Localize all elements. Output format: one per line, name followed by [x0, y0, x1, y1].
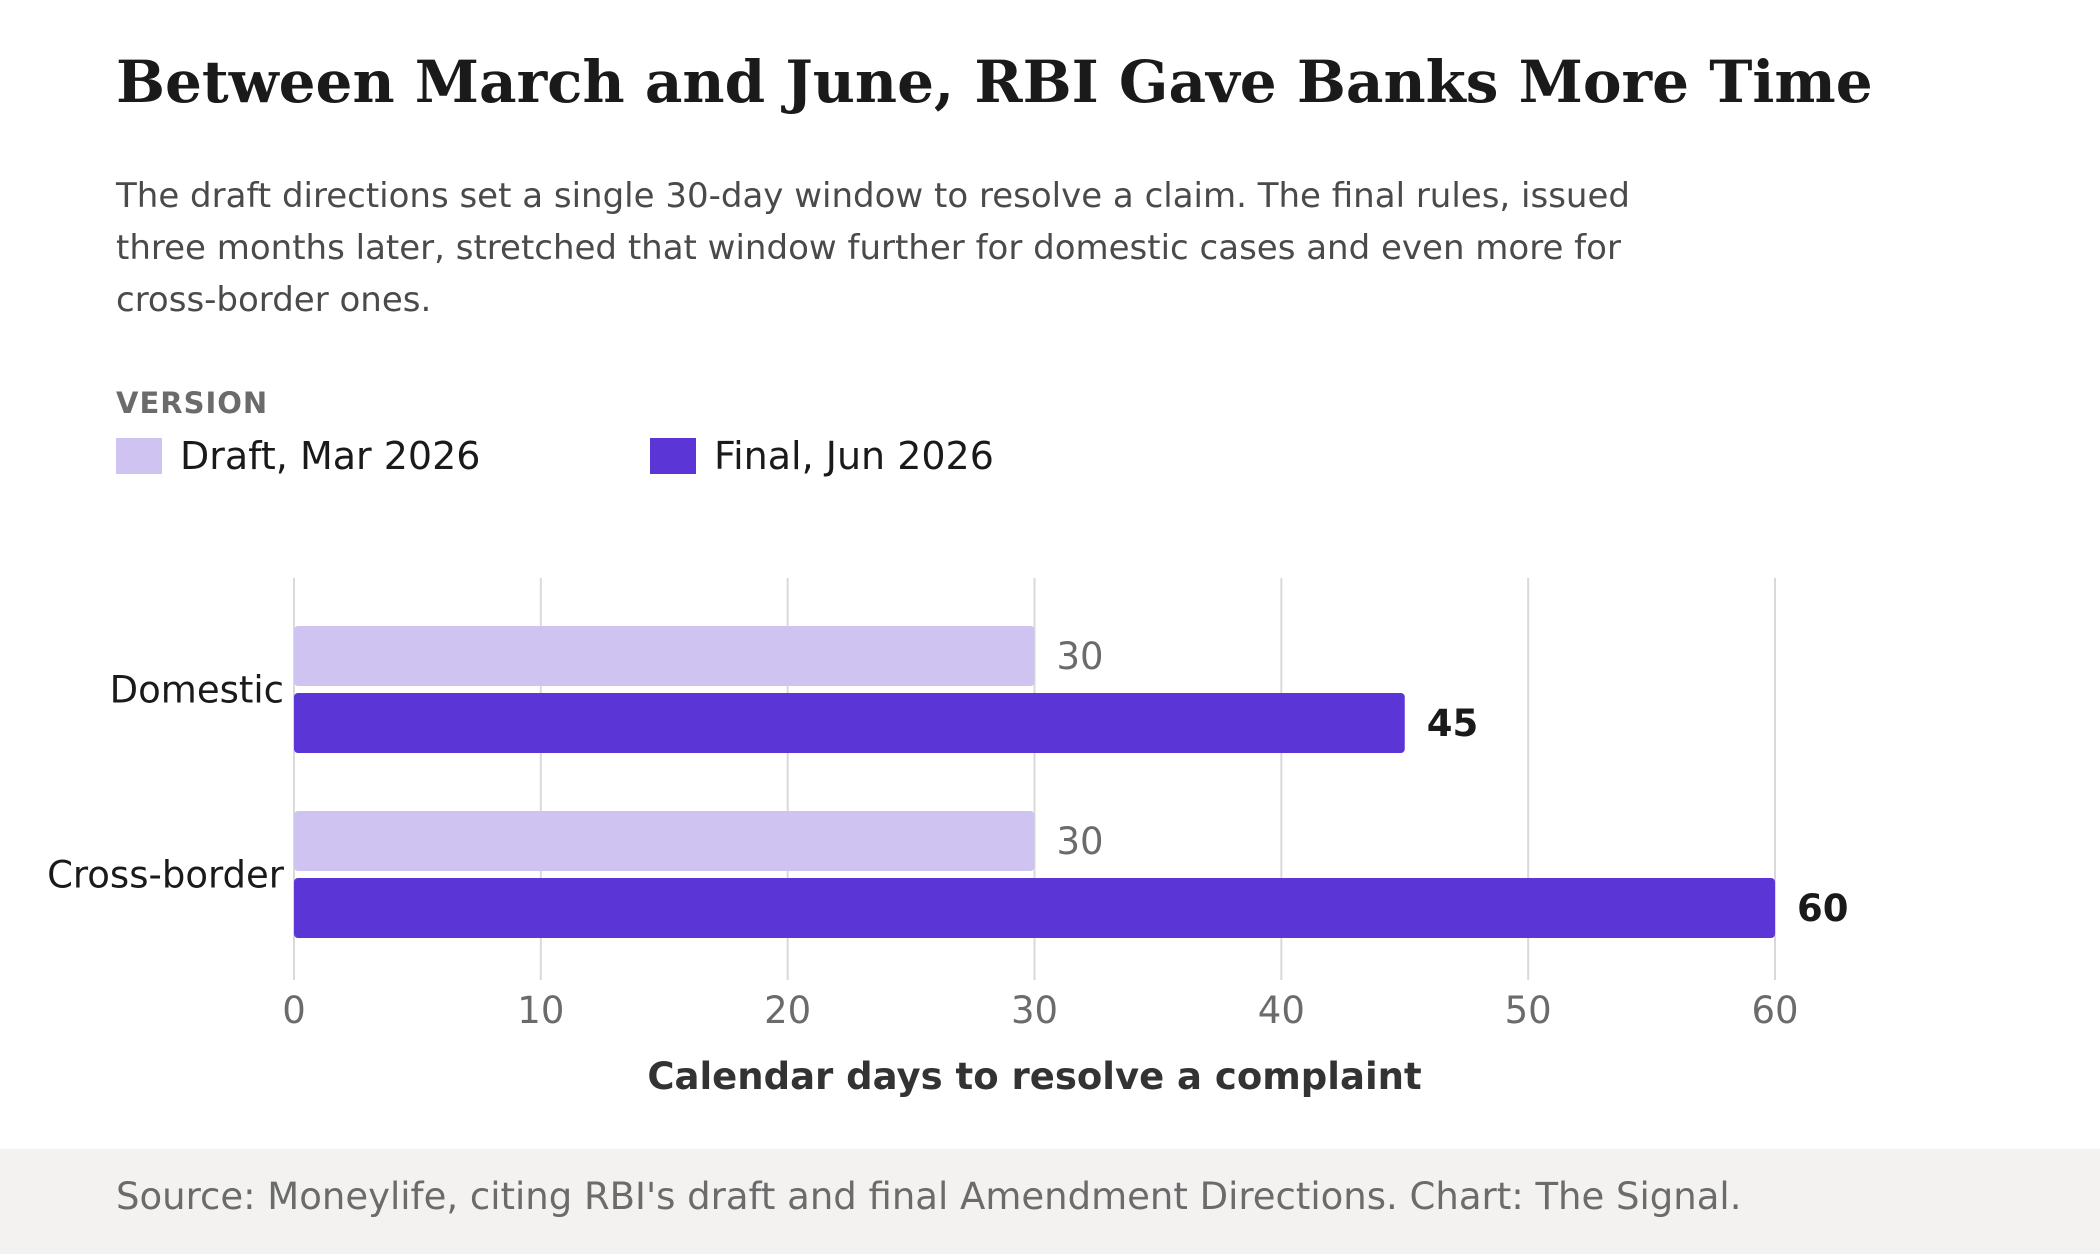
footer: Source: Moneylife, citing RBI's draft an…	[0, 1149, 2100, 1254]
legend-label-final: Final, Jun 2026	[714, 434, 994, 478]
x-tick-label-10: 10	[517, 989, 564, 1032]
data-label-draft-cross-border: 30	[1057, 820, 1104, 863]
data-label-final-domestic: 45	[1427, 702, 1479, 745]
legend-item-final: Final, Jun 2026	[650, 434, 994, 478]
legend-title: VERSION	[116, 386, 269, 420]
source-note: Source: Moneylife, citing RBI's draft an…	[116, 1175, 1742, 1218]
x-tick-label-40: 40	[1258, 989, 1305, 1032]
chart-subtitle: The draft directions set a single 30-day…	[116, 176, 1630, 320]
legend-item-draft: Draft, Mar 2026	[116, 434, 480, 478]
data-label-draft-domestic: 30	[1057, 635, 1104, 678]
legend-swatch-draft	[116, 438, 162, 474]
x-tick-label-0: 0	[282, 989, 306, 1032]
bar-draft-cross-border	[294, 811, 1035, 871]
legend-swatch-final	[650, 438, 696, 474]
x-tick-label-60: 60	[1751, 989, 1798, 1032]
bar-draft-domestic	[294, 626, 1035, 686]
chart-title: Between March and June, RBI Gave Banks M…	[116, 48, 1873, 116]
x-axis-title: Calendar days to resolve a complaint	[647, 1055, 1421, 1098]
x-tick-label-50: 50	[1505, 989, 1552, 1032]
bar-chart: 0 10 20 30 40 50 60 Domestic 30 45 Cross-border 30 6…	[47, 578, 1849, 1098]
category-label-domestic: Domestic	[110, 669, 284, 712]
data-label-final-cross-border: 60	[1797, 887, 1849, 930]
bar-final-domestic	[294, 693, 1405, 753]
x-tick-label-20: 20	[764, 989, 811, 1032]
bar-final-cross-border	[294, 878, 1775, 938]
category-label-cross-border: Cross-border	[47, 854, 285, 897]
legend-label-draft: Draft, Mar 2026	[180, 434, 481, 478]
x-tick-label-30: 30	[1011, 989, 1058, 1032]
